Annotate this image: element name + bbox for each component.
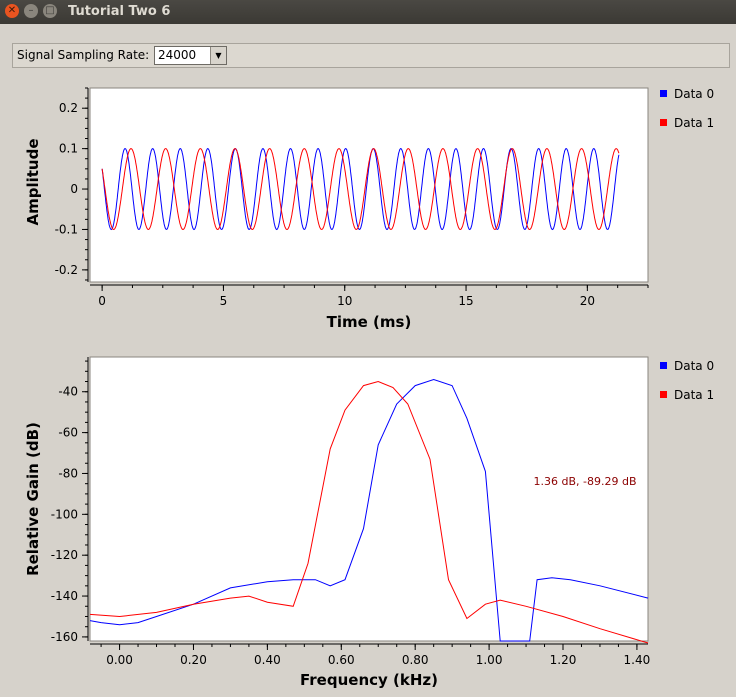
y-tick-label: -120 — [51, 548, 78, 562]
y-tick-label: -140 — [51, 589, 78, 603]
x-tick-label: 0.40 — [254, 653, 281, 667]
x-tick-label: 15 — [458, 294, 473, 308]
x-tick-label: 5 — [220, 294, 228, 308]
title-bar: ✕ – □ Tutorial Two 6 — [0, 0, 736, 24]
time-plot-curves — [101, 148, 620, 231]
sampling-rate-combo[interactable]: 24000 ▼ — [154, 46, 227, 65]
y-tick-label: -60 — [58, 426, 78, 440]
y-tick-label: -80 — [58, 466, 78, 480]
maximize-icon[interactable]: □ — [43, 4, 57, 18]
window-title: Tutorial Two 6 — [68, 4, 171, 19]
frequency-legend-data0[interactable]: Data 0 — [674, 359, 714, 373]
legend-swatch-data0 — [660, 90, 667, 97]
frequency-plot-x-axis: 0.00 0.20 0.40 0.60 0.80 1.00 1.20 1.40 — [90, 643, 651, 667]
frequency-plot-ylabel: Relative Gain (dB) — [24, 422, 42, 576]
y-tick-label: -160 — [51, 630, 78, 644]
time-plot-x-axis: 0 5 10 15 20 — [90, 284, 649, 308]
time-plot-y-axis: 0.2 0.1 0 -0.1 -0.2 — [55, 87, 89, 282]
close-icon[interactable]: ✕ — [5, 4, 19, 18]
series-line-data1 — [101, 148, 620, 231]
x-tick-label: 0.20 — [180, 653, 207, 667]
sampling-rate-value: 24000 — [158, 48, 197, 62]
y-tick-label: -0.2 — [55, 263, 78, 277]
time-legend-data1[interactable]: Data 1 — [674, 116, 714, 130]
y-tick-label: -0.1 — [55, 222, 78, 236]
chevron-down-icon[interactable]: ▼ — [210, 47, 226, 64]
time-legend-data0[interactable]: Data 0 — [674, 87, 714, 101]
legend-swatch-data1 — [660, 391, 667, 398]
y-tick-label: 0.1 — [59, 142, 78, 156]
y-tick-label: 0.2 — [59, 101, 78, 115]
frequency-plot-xlabel: Frequency (kHz) — [300, 671, 438, 689]
series-line-data0 — [101, 148, 620, 231]
time-plot-ylabel: Amplitude — [24, 138, 42, 225]
x-tick-label: 20 — [580, 294, 595, 308]
series-line-data0 — [89, 378, 649, 642]
x-tick-label: 10 — [337, 294, 352, 308]
time-plot-legend: Data 0 Data 1 — [660, 87, 714, 130]
legend-swatch-data0 — [660, 362, 667, 369]
y-tick-label: -40 — [58, 385, 78, 399]
frequency-legend-data1[interactable]: Data 1 — [674, 388, 714, 402]
x-tick-label: 1.40 — [624, 653, 651, 667]
time-plot-xlabel: Time (ms) — [327, 313, 412, 331]
y-tick-label: 0 — [70, 182, 78, 196]
frequency-marker-readout: 1.36 dB, -89.29 dB — [534, 475, 637, 488]
time-domain-plot[interactable]: 0.2 0.1 0 -0.1 -0.2 0 5 10 15 20 Amplitude Time … — [24, 87, 714, 331]
x-tick-label: 0 — [98, 294, 106, 308]
series-line-data1 — [89, 380, 649, 644]
frequency-domain-plot[interactable]: -40-60-80-100-120-140-160 0.00 0.20 0.40 0.… — [24, 356, 714, 689]
legend-swatch-data1 — [660, 119, 667, 126]
x-tick-label: 1.00 — [476, 653, 503, 667]
minimize-icon[interactable]: – — [24, 4, 38, 18]
y-tick-label: -100 — [51, 507, 78, 521]
frequency-plot-legend: Data 0 Data 1 — [660, 359, 714, 402]
x-tick-label: 0.80 — [402, 653, 429, 667]
x-tick-label: 0.60 — [328, 653, 355, 667]
sampling-rate-label: Signal Sampling Rate: — [17, 48, 150, 62]
x-tick-label: 1.20 — [550, 653, 577, 667]
sampling-rate-toolbar: Signal Sampling Rate: 24000 ▼ — [12, 43, 730, 68]
frequency-plot-y-axis: -40 -60 -80 -100 -120 -140 -160 — [51, 357, 89, 644]
x-tick-label: 0.00 — [106, 653, 133, 667]
frequency-plot-curves — [89, 378, 649, 644]
